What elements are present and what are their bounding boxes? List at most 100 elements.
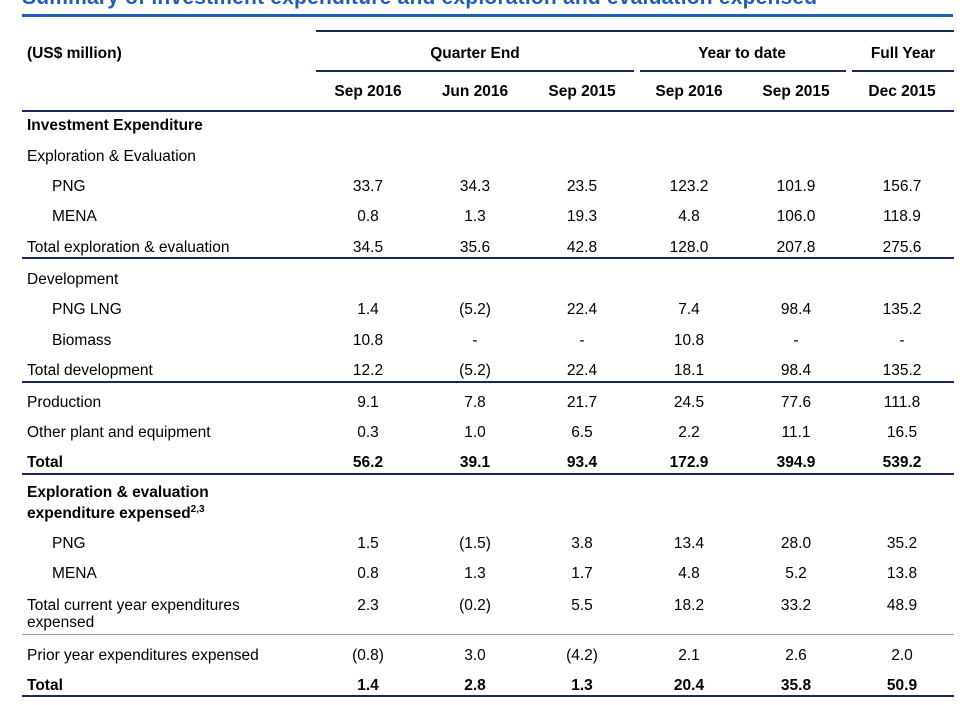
value-cell: 2.0: [891, 647, 913, 664]
column-group-quarter_end: Quarter End: [430, 45, 520, 62]
column-header: Sep 2015: [548, 83, 616, 100]
value-cell: -: [899, 332, 905, 349]
footnote-marker: 2,3: [190, 504, 205, 515]
column-group-rule-full_year: [852, 70, 954, 72]
value-cell: 33.2: [780, 597, 812, 614]
value-cell: 275.6: [882, 239, 922, 256]
row-label: PNG: [52, 535, 86, 552]
column-header: Sep 2015: [762, 83, 830, 100]
value-cell: 0.8: [357, 565, 379, 582]
row-label: MENA: [52, 565, 97, 582]
row-label: Exploration & evaluation: [27, 484, 209, 501]
value-cell: 28.0: [780, 535, 812, 552]
row-label: PNG: [52, 178, 86, 195]
value-cell: 539.2: [882, 454, 922, 471]
column-group-rule-year_to_date: [640, 70, 846, 72]
value-cell: 93.4: [566, 454, 598, 471]
value-cell: 111.8: [883, 394, 921, 411]
column-group-rule-quarter_end: [316, 70, 634, 72]
value-cell: 9.1: [357, 394, 379, 411]
rule-after-total-development: [22, 381, 954, 383]
value-cell: 123.2: [669, 178, 709, 195]
value-cell: 1.3: [464, 565, 486, 582]
value-cell: 2.6: [785, 647, 807, 664]
value-cell: 22.4: [566, 362, 598, 379]
units-label: (US$ million): [27, 45, 122, 62]
value-cell: 33.7: [352, 178, 384, 195]
rule-after-total-expensed: [22, 695, 954, 697]
column-header: Jun 2016: [441, 83, 509, 100]
row-label: Other plant and equipment: [27, 424, 211, 441]
rule-after-total-ee: [22, 257, 954, 259]
value-cell: 21.7: [566, 394, 598, 411]
value-cell: 39.1: [459, 454, 491, 471]
value-cell: 42.8: [566, 239, 598, 256]
value-cell: 2.2: [678, 424, 700, 441]
value-cell: 18.1: [673, 362, 705, 379]
row-label: Exploration & Evaluation: [27, 148, 196, 165]
value-cell: 5.2: [785, 565, 807, 582]
rule-after-total-current-year: [22, 634, 954, 635]
value-cell: 128.0: [669, 239, 709, 256]
value-cell: 34.5: [352, 239, 384, 256]
report-title: Summary of investment expenditure and ex…: [22, 0, 817, 10]
value-cell: 1.5: [357, 535, 379, 552]
row-label: Total current year expenditures: [27, 597, 240, 614]
row-label: MENA: [52, 208, 97, 225]
value-cell: 156.7: [882, 178, 922, 195]
value-cell: (5.2): [459, 362, 491, 379]
value-cell: 23.5: [566, 178, 598, 195]
value-cell: 10.8: [352, 332, 384, 349]
value-cell: 135.2: [882, 301, 922, 318]
value-cell: 172.9: [669, 454, 709, 471]
row-label-line2: expensed: [27, 614, 94, 632]
value-cell: 34.3: [459, 178, 491, 195]
row-label: Total exploration & evaluation: [27, 239, 230, 256]
header-top-rule: [316, 30, 954, 32]
value-cell: 2.8: [464, 677, 486, 694]
value-cell: 207.8: [776, 239, 816, 256]
value-cell: 1.3: [571, 677, 593, 694]
value-cell: 394.9: [776, 454, 816, 471]
value-cell: 5.5: [571, 597, 593, 614]
row-label: PNG LNG: [52, 301, 122, 318]
value-cell: 20.4: [673, 677, 705, 694]
value-cell: 1.4: [357, 677, 379, 694]
value-cell: 13.4: [673, 535, 705, 552]
row-label: Prior year expenditures expensed: [27, 647, 259, 664]
value-cell: 3.0: [464, 647, 486, 664]
value-cell: 1.0: [464, 424, 486, 441]
value-cell: 101.9: [776, 178, 816, 195]
value-cell: 4.8: [678, 565, 700, 582]
value-cell: 24.5: [673, 394, 705, 411]
row-label: Production: [27, 394, 102, 411]
value-cell: 0.8: [357, 208, 379, 225]
value-cell: 16.5: [886, 424, 918, 441]
value-cell: 22.4: [566, 301, 598, 318]
column-header: Sep 2016: [655, 83, 723, 100]
rule-after-total-investment: [22, 473, 954, 475]
value-cell: 1.4: [357, 301, 379, 318]
value-cell: 118.9: [883, 208, 921, 225]
value-cell: 7.8: [464, 394, 486, 411]
value-cell: 11.1: [781, 424, 811, 441]
value-cell: (1.5): [459, 535, 491, 552]
value-cell: -: [579, 332, 585, 349]
value-cell: 3.8: [571, 535, 593, 552]
row-label: Development: [27, 271, 119, 288]
value-cell: -: [793, 332, 799, 349]
value-cell: 1.7: [571, 565, 593, 582]
value-cell: 35.2: [886, 535, 918, 552]
value-cell: (5.2): [459, 301, 491, 318]
column-header: Dec 2015: [868, 83, 936, 100]
value-cell: -: [472, 332, 478, 349]
row-label: Total development: [27, 362, 153, 379]
value-cell: 106.0: [776, 208, 816, 225]
header-bottom-rule: [22, 110, 954, 112]
row-label: Investment Expenditure: [27, 117, 203, 134]
row-label-line2-text: expensed: [27, 614, 95, 631]
value-cell: 50.9: [886, 677, 918, 694]
value-cell: 77.6: [780, 394, 812, 411]
column-group-year_to_date: Year to date: [698, 45, 786, 62]
row-label: Biomass: [52, 332, 112, 349]
